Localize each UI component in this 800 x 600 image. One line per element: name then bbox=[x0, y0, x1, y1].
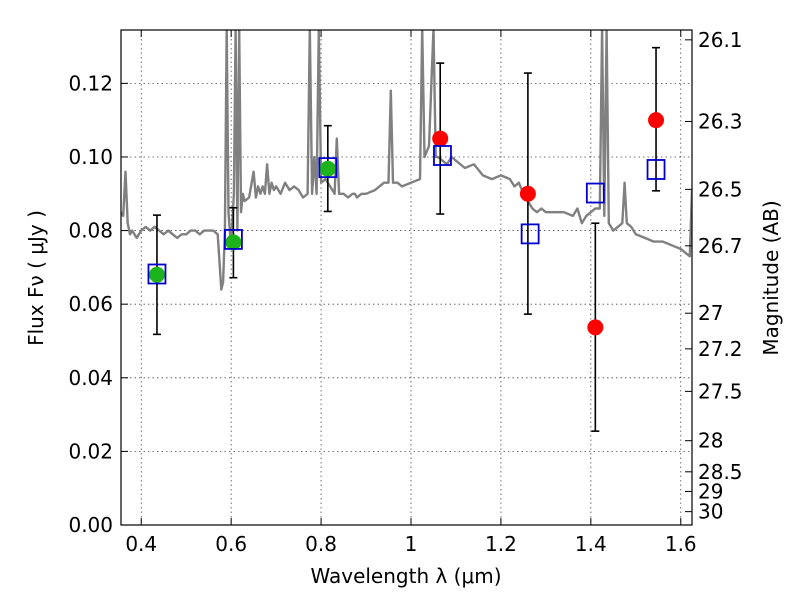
data-point bbox=[648, 112, 665, 129]
model-photometry-square bbox=[224, 229, 243, 250]
y2-tick-label: 27 bbox=[698, 301, 723, 325]
y2-tick-label: 28 bbox=[698, 429, 723, 453]
y-axis-ticks: 0.00 0.02 0.04 0.06 0.08 0.10 0.12 bbox=[68, 71, 128, 537]
y-tick-label: 0.10 bbox=[68, 145, 113, 169]
x-tick-label: 0.8 bbox=[305, 532, 337, 556]
y-tick-label: 0.02 bbox=[68, 439, 113, 463]
model-photometry-square bbox=[646, 159, 666, 180]
y2-tick-label: 26.3 bbox=[698, 109, 743, 133]
y2-tick-label: 26.5 bbox=[698, 177, 743, 201]
y2-tick-label: 26.7 bbox=[698, 234, 743, 258]
data-point bbox=[319, 160, 336, 177]
data-point bbox=[225, 234, 242, 251]
model-photometry-square bbox=[147, 263, 167, 285]
x-axis-title: Wavelength λ (μm) bbox=[310, 564, 501, 588]
data-point bbox=[587, 319, 604, 336]
data-point bbox=[519, 185, 536, 202]
x-tick-label: 1.6 bbox=[665, 532, 697, 556]
y-axis-title: Flux Fν ( μJy ) bbox=[24, 210, 48, 346]
y-tick-label: 0.06 bbox=[68, 292, 113, 316]
y2-tick-label: 26.1 bbox=[698, 28, 743, 52]
y2-tick-label: 27.2 bbox=[698, 337, 743, 361]
data-point bbox=[432, 130, 449, 147]
x-tick-label: 0.4 bbox=[125, 532, 157, 556]
y-tick-label: 0.04 bbox=[68, 366, 113, 390]
data-point bbox=[148, 266, 165, 283]
x-axis-ticks: 0.4 0.6 0.8 1 1.2 1.4 1.6 bbox=[125, 30, 697, 556]
model-photometry-square bbox=[520, 223, 540, 245]
y-tick-label: 0.08 bbox=[68, 219, 113, 243]
model-sed-curve bbox=[121, 30, 692, 291]
x-tick-label: 1 bbox=[405, 532, 418, 556]
plot-frame bbox=[120, 29, 693, 526]
y-tick-label: 0.00 bbox=[68, 513, 113, 537]
y2-axis-title: Magnitude (AB) bbox=[759, 200, 783, 355]
y2-tick-label: 29 bbox=[698, 479, 723, 503]
y2-tick-label: 28.5 bbox=[698, 460, 743, 484]
data-points bbox=[147, 112, 666, 336]
x-tick-label: 1.2 bbox=[485, 532, 517, 556]
x-tick-label: 1.4 bbox=[575, 532, 607, 556]
y-tick-label: 0.12 bbox=[68, 71, 113, 95]
model-photometry-square bbox=[318, 157, 338, 179]
sed-line bbox=[121, 30, 692, 291]
model-photometry-square bbox=[585, 182, 605, 204]
y2-tick-label: 30 bbox=[698, 500, 723, 524]
y2-tick-label: 27.5 bbox=[698, 379, 743, 403]
x-tick-label: 0.6 bbox=[215, 532, 247, 556]
model-photometry-square bbox=[433, 145, 452, 166]
